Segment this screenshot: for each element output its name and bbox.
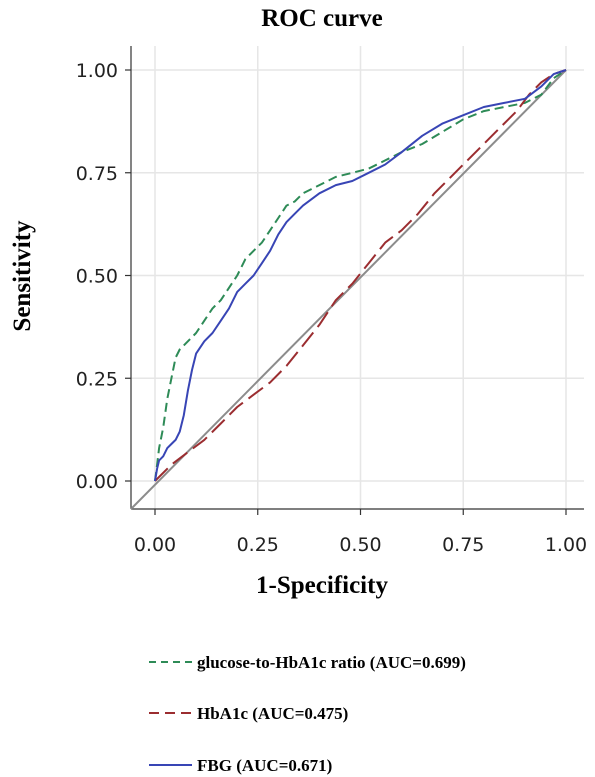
x-tick-label: 0.00	[134, 534, 176, 556]
reference-diagonal	[130, 69, 567, 510]
x-tick-label: 0.25	[237, 534, 279, 556]
series-line-2	[154, 69, 567, 482]
legend-label-1: HbA1c (AUC=0.475)	[197, 704, 348, 723]
chart-title: ROC curve	[261, 5, 383, 32]
x-tick-label: 0.50	[339, 534, 381, 556]
y-tick-label: 0.25	[76, 368, 118, 390]
y-tick-label: 0.75	[76, 163, 118, 185]
legend-label-0: glucose-to-HbA1c ratio (AUC=0.699)	[197, 653, 466, 672]
series-layer	[154, 69, 567, 482]
y-axis-label: Sensitivity	[9, 220, 36, 332]
ticks: 0.00 0.25 0.50 0.75 1.00 0.00 0.25 0.50 0.75 1.00	[76, 60, 587, 556]
legend: glucose-to-HbA1c ratio (AUC=0.699) HbA1c …	[149, 653, 466, 775]
x-tick-label: 1.00	[545, 534, 587, 556]
x-axis-label: 1-Specificity	[256, 572, 388, 599]
y-tick-label: 0.00	[76, 471, 118, 493]
x-tick-label: 0.75	[442, 534, 484, 556]
series-line-1	[154, 69, 567, 482]
y-tick-label: 0.50	[76, 266, 118, 288]
y-tick-label: 1.00	[76, 60, 118, 82]
legend-label-2: FBG (AUC=0.671)	[197, 756, 332, 775]
series-line-0	[154, 69, 567, 482]
